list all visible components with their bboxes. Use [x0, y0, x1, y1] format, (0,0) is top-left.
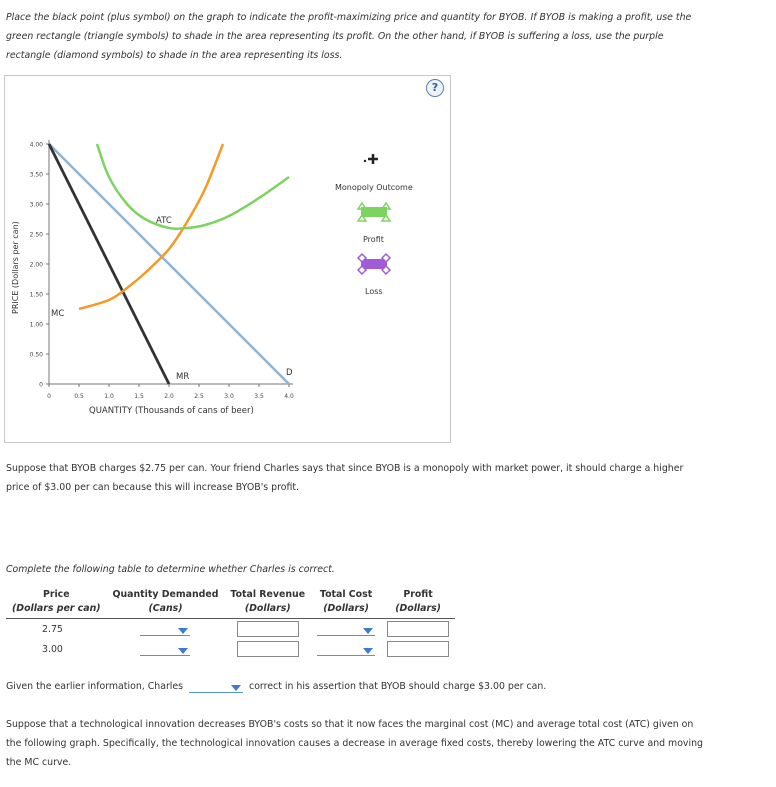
x-tick-label: 2.5 [194, 393, 204, 400]
table-row: 3.00 [6, 639, 455, 659]
x-tick-label: 0.5 [74, 393, 84, 400]
quantity-dropdown[interactable] [140, 623, 191, 636]
profit-table: Price Quantity Demanded Total Revenue To… [6, 588, 456, 659]
total-revenue-input[interactable] [236, 621, 299, 637]
question-charles-text: Suppose that BYOB charges $2.75 per can.… [6, 463, 684, 493]
profit-input[interactable] [387, 621, 450, 637]
y-tick-label: 0.50 [30, 352, 44, 359]
profit-label: Profit [363, 235, 384, 244]
subheader-profit: (Dollars) [381, 602, 456, 619]
mc-label: MC [51, 309, 64, 319]
profit-rectangle-tool[interactable] [356, 201, 392, 222]
series-atc-line [95, 143, 290, 231]
series-mr-line [47, 143, 171, 385]
x-tick-label: 3.0 [224, 393, 234, 400]
chevron-down-icon [178, 627, 189, 634]
quantity-dropdown[interactable] [140, 643, 191, 656]
y-axis-label: PRICE (Dollars per can) [11, 221, 20, 314]
chevron-down-icon [231, 685, 242, 691]
monopoly-outcome-tool[interactable] [363, 154, 378, 164]
total-cost-dropdown[interactable] [317, 623, 376, 636]
d-label: D [286, 368, 293, 378]
chevron-down-icon [178, 647, 189, 654]
x-tick-label: 1.0 [104, 393, 114, 400]
y-tick-label: 4.00 [30, 142, 44, 149]
chevron-down-icon [363, 627, 374, 634]
y-tick-label: 1.50 [30, 292, 44, 299]
graph-canvas[interactable]: 0 0.50 1.00 1.50 2.00 2.50 3.00 3.50 4.00 0 0.5 1.0… [5, 76, 450, 442]
curves [47, 143, 290, 385]
header-total-cost: Total Cost [319, 589, 373, 600]
charles-suffix: correct in his assertion that BYOB shoul… [249, 681, 547, 692]
x-axis-label: QUANTITY (Thousands of cans of beer) [89, 406, 254, 416]
y-tick-label: 3.00 [30, 202, 44, 209]
axes: 0 0.50 1.00 1.50 2.00 2.50 3.00 3.50 4.00 0 0.5 1.0… [30, 140, 294, 400]
loss-label: Loss [365, 287, 383, 296]
x-tick-label: 2.0 [164, 393, 174, 400]
profit-input[interactable] [387, 641, 450, 657]
header-price: Price [42, 589, 70, 600]
table-row: 2.75 [6, 619, 455, 640]
x-tick-label: 3.5 [254, 393, 264, 400]
y-tick-label: 0 [39, 382, 43, 389]
charles-correct-dropdown[interactable] [189, 680, 244, 693]
header-profit: Profit [403, 589, 433, 600]
monopoly-outcome-label: Monopoly Outcome [335, 183, 413, 192]
x-tick-label: 4.0 [284, 393, 294, 400]
header-quantity: Quantity Demanded [112, 589, 219, 600]
help-icon[interactable]: ? [426, 79, 444, 97]
y-tick-label: 2.00 [30, 262, 44, 269]
subheader-price: (Dollars per can) [6, 602, 107, 619]
charles-assertion: Given the earlier information, Charles c… [6, 680, 546, 693]
total-revenue-input[interactable] [236, 641, 299, 657]
instructions-text: Place the black point (plus symbol) on t… [6, 12, 692, 61]
subheader-quantity: (Cans) [106, 602, 225, 619]
subheader-total-cost: (Dollars) [311, 602, 382, 619]
y-tick-label: 3.50 [30, 172, 44, 179]
total-cost-dropdown[interactable] [317, 643, 376, 656]
x-tick-label: 1.5 [134, 393, 144, 400]
y-tick-label: 2.50 [30, 232, 44, 239]
x-tick-label: 0 [47, 393, 51, 400]
header-total-revenue: Total Revenue [230, 589, 306, 600]
series-mc-line [78, 143, 225, 311]
price-cell: 3.00 [42, 643, 63, 655]
atc-label: ATC [156, 216, 172, 226]
charles-prefix: Given the earlier information, Charles [6, 681, 184, 692]
chevron-down-icon [363, 647, 374, 654]
series-d-line [48, 143, 290, 385]
graph-panel: 0 0.50 1.00 1.50 2.00 2.50 3.00 3.50 4.00 0 0.5 1.0… [4, 75, 451, 443]
technology-question-text: Suppose that a technological innovation … [6, 719, 703, 768]
mr-label: MR [176, 372, 189, 382]
subheader-total-revenue: (Dollars) [224, 602, 312, 619]
loss-rectangle-tool[interactable] [356, 252, 392, 276]
table-instruction-text: Complete the following table to determin… [6, 564, 335, 575]
y-tick-label: 1.00 [30, 322, 44, 329]
price-cell: 2.75 [42, 623, 63, 635]
